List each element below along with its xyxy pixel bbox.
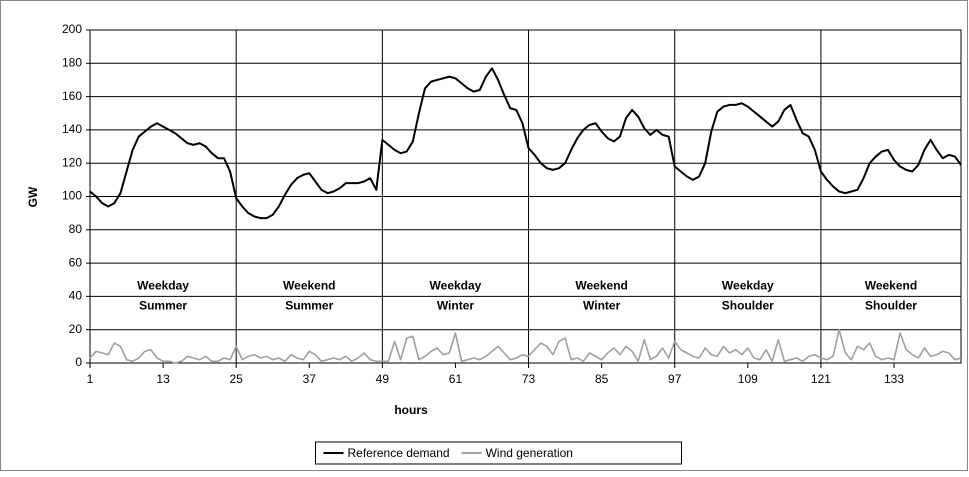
y-tick-label: 180 bbox=[62, 55, 82, 69]
x-tick-label: 37 bbox=[303, 372, 317, 386]
y-tick-label: 160 bbox=[62, 89, 82, 103]
x-tick-label: 133 bbox=[884, 372, 904, 386]
section-label: Weekday bbox=[430, 279, 482, 293]
x-tick-label: 1 bbox=[87, 372, 94, 386]
x-tick-label: 13 bbox=[156, 372, 170, 386]
y-tick-label: 200 bbox=[62, 22, 82, 36]
y-tick-label: 40 bbox=[69, 289, 83, 303]
y-tick-label: 100 bbox=[62, 189, 82, 203]
section-label: Shoulder bbox=[865, 299, 917, 313]
x-tick-label: 49 bbox=[376, 372, 390, 386]
section-label: Winter bbox=[437, 299, 475, 313]
y-axis-title: GW bbox=[26, 186, 40, 207]
x-axis-title: hours bbox=[394, 403, 428, 417]
y-tick-label: 20 bbox=[69, 322, 83, 336]
legend-label: Wind generation bbox=[486, 446, 573, 460]
section-label: Winter bbox=[583, 299, 621, 313]
section-label: Shoulder bbox=[722, 299, 774, 313]
y-tick-label: 140 bbox=[62, 122, 82, 136]
x-tick-label: 61 bbox=[449, 372, 463, 386]
y-tick-label: 0 bbox=[75, 355, 82, 369]
y-tick-label: 60 bbox=[69, 255, 83, 269]
series-line bbox=[89, 67, 962, 220]
x-tick-label: 85 bbox=[595, 372, 609, 386]
x-tick-label: 73 bbox=[522, 372, 536, 386]
section-label: Weekend bbox=[865, 279, 917, 293]
series-line bbox=[89, 328, 962, 364]
section-label: Summer bbox=[139, 299, 187, 313]
x-tick-label: 109 bbox=[738, 372, 758, 386]
legend-label: Reference demand bbox=[348, 446, 450, 460]
section-label: Weekend bbox=[283, 279, 335, 293]
section-label: Weekend bbox=[575, 279, 627, 293]
y-tick-label: 80 bbox=[69, 222, 83, 236]
legend-box bbox=[315, 441, 682, 465]
section-label: Summer bbox=[285, 299, 333, 313]
x-tick-label: 121 bbox=[811, 372, 831, 386]
y-tick-label: 120 bbox=[62, 155, 82, 169]
x-tick-label: 25 bbox=[230, 372, 244, 386]
section-label: Weekday bbox=[137, 279, 189, 293]
x-tick-label: 97 bbox=[668, 372, 682, 386]
section-label: Weekday bbox=[722, 279, 774, 293]
